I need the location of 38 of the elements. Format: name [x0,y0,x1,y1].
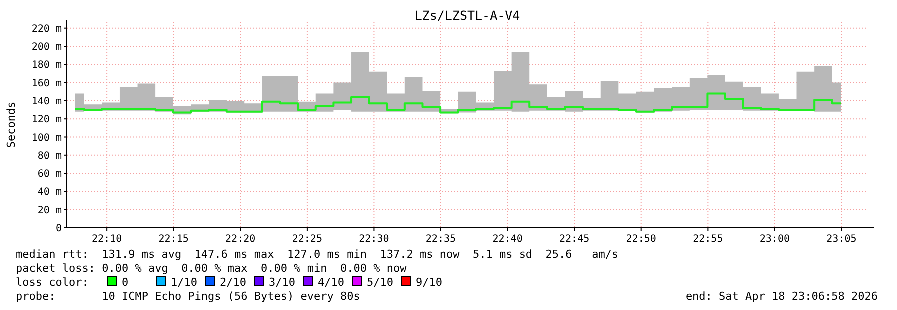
text: 2/10 [220,276,246,289]
x-tick-label: 22:55 [693,234,724,245]
x-tick-label: 23:05 [826,234,857,245]
x-tick-label: 22:20 [226,234,256,245]
y-axis-title: Seconds [5,102,18,148]
x-tick-label: 22:30 [359,234,390,245]
x-tick-label: 22:40 [492,234,523,245]
text: end: Sat Apr 18 23:06:58 2026 [686,290,878,303]
x-tick-label: 22:10 [92,234,122,245]
y-tick-label: 140 m [32,96,62,108]
x-tick-label: 22:45 [560,234,590,245]
text: packet loss: 0.00 % avg 0.00 % max 0.00 % min 0.00 % now [16,262,408,275]
y-tick-label: 160 m [32,78,62,90]
text: probe: 10 ICMP Echo Pings (56 Bytes) every 80s [16,290,360,303]
y-tick-label: 40 m [38,187,62,198]
x-tick-label: 23:00 [760,234,790,245]
x-tick-label: 22:15 [158,234,189,245]
x-tick-label: 22:35 [426,234,456,245]
y-tick-label: 120 m [32,114,62,126]
chart-title: LZs/LZSTL-A-V4 [414,8,520,23]
text: 4/10 [318,276,344,289]
y-tick-label: 0 [56,224,62,234]
text: 9/10 [416,276,442,289]
y-tick-label: 80 m [38,150,62,162]
y-tick-label: 20 m [38,205,62,216]
x-tick-label: 22:25 [292,234,322,245]
text: 1/10 [171,276,198,289]
x-tick-label: 22:50 [626,234,656,245]
text: loss color: [16,276,89,289]
y-tick-label: 200 m [32,42,62,53]
text: median rtt: 131.9 ms avg 147.6 ms max 127.0 ms min 137.2 ms now 5.1 ms sd 25.6 am/s [16,248,619,261]
y-tick-label: 220 m [32,24,62,35]
text: 3/10 [269,276,296,289]
text: 0 [122,276,129,289]
y-tick-label: 100 m [32,132,62,144]
text: 5/10 [367,276,394,289]
y-tick-label: 60 m [38,169,62,180]
y-tick-label: 180 m [32,60,62,72]
